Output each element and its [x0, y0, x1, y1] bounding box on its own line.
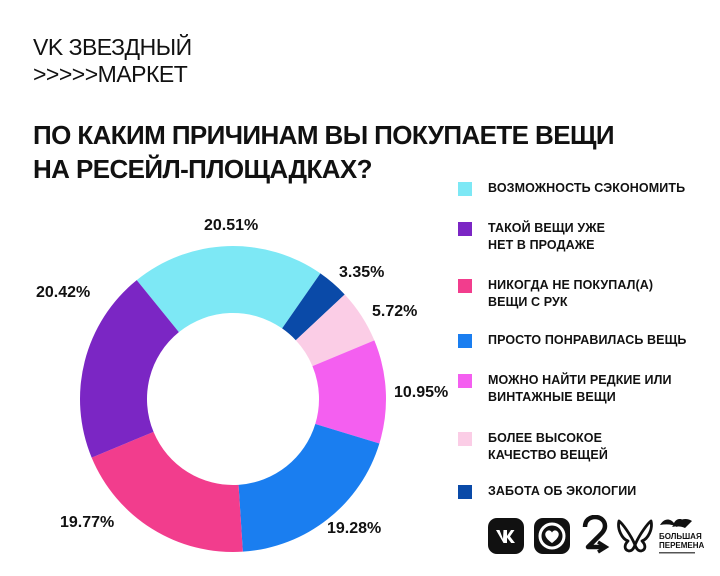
- legend-item: ПРОСТО ПОНРАВИЛАСЬ ВЕЩЬ: [458, 332, 718, 349]
- legend-item: ЗАБОТА ОБ ЭКОЛОГИИ: [458, 483, 718, 500]
- slice-just-liked: [238, 424, 380, 552]
- legend-swatch: [458, 222, 472, 236]
- partner-name-line-1: БОЛЬШАЯ: [659, 532, 702, 541]
- slice-ecology: [282, 273, 345, 341]
- legend-swatch: [458, 182, 472, 196]
- brand-line-1: VK ЗВЕЗДНЫЙ: [33, 34, 192, 60]
- partner-logos: БОЛЬШАЯ ПЕРЕМЕНА: [488, 515, 712, 559]
- pct-label-quality: 5.72%: [372, 303, 418, 320]
- legend-swatch: [458, 279, 472, 293]
- pct-label-ecology: 3.35%: [339, 264, 385, 281]
- legend-swatch: [458, 485, 472, 499]
- legend-swatch: [458, 374, 472, 388]
- brand-line-2: >>>>>МАРКЕТ: [33, 61, 188, 87]
- legend-label: ВОЗМОЖНОСТЬ СЭКОНОМИТЬ: [488, 181, 686, 195]
- page-title: ПО КАКИМ ПРИЧИНАМ ВЫ ПОКУПАЕТЕ ВЕЩИ НА Р…: [33, 118, 615, 186]
- pct-label-just-liked: 19.28%: [327, 520, 382, 537]
- partner-name-line-2: ПЕРЕМЕНА: [659, 541, 705, 550]
- slice-never-bought: [91, 431, 243, 553]
- legend-label: ТАКОЙ ВЕЩИ УЖЕ НЕТ В ПРОДАЖЕ: [488, 221, 606, 252]
- legend-item: БОЛЕЕ ВЫСОКОЕ КАЧЕСТВО ВЕЩЕЙ: [458, 430, 628, 464]
- slice-quality: [295, 294, 375, 367]
- legend-item: ТАКОЙ ВЕЩИ УЖЕ НЕТ В ПРОДАЖЕ: [458, 220, 628, 254]
- pct-label-save-money: 20.51%: [204, 217, 259, 234]
- pct-label-not-on-sale: 20.42%: [36, 284, 91, 301]
- number-two-arrow-logo-icon: [582, 515, 610, 554]
- legend-label: БОЛЕЕ ВЫСОКОЕ КАЧЕСТВО ВЕЩЕЙ: [488, 431, 608, 462]
- heart-ring-logo-icon: [534, 518, 570, 554]
- legend-label: ПРОСТО ПОНРАВИЛАСЬ ВЕЩЬ: [488, 333, 687, 347]
- slice-rare-vintage: [312, 340, 387, 444]
- legend-swatch: [458, 334, 472, 348]
- vk-logo-icon: [488, 518, 524, 554]
- pct-label-never-bought: 19.77%: [60, 514, 115, 531]
- slice-save-money: [136, 246, 321, 333]
- pct-label-rare-vintage: 10.95%: [394, 384, 449, 401]
- brand-wordmark: VK ЗВЕЗДНЫЙ >>>>>МАРКЕТ: [33, 34, 192, 88]
- legend-swatch: [458, 432, 472, 446]
- legend-item: НИКОГДА НЕ ПОКУПАЛ(А) ВЕЩИ С РУК: [458, 277, 658, 311]
- legend-label: ЗАБОТА ОБ ЭКОЛОГИИ: [488, 484, 637, 498]
- legend-item: ВОЗМОЖНОСТЬ СЭКОНОМИТЬ: [458, 180, 718, 197]
- bolshaya-peremena-logo-icon: БОЛЬШАЯ ПЕРЕМЕНА: [659, 519, 705, 554]
- title-line-2: НА РЕСЕЙЛ-ПЛОЩАДКАХ?: [33, 154, 373, 184]
- title-line-1: ПО КАКИМ ПРИЧИНАМ ВЫ ПОКУПАЕТЕ ВЕЩИ: [33, 120, 615, 150]
- legend-item: МОЖНО НАЙТИ РЕДКИЕ ИЛИ ВИНТАЖНЫЕ ВЕЩИ: [458, 372, 678, 406]
- legend-label: НИКОГДА НЕ ПОКУПАЛ(А) ВЕЩИ С РУК: [488, 278, 654, 309]
- legend-label: МОЖНО НАЙТИ РЕДКИЕ ИЛИ ВИНТАЖНЫЕ ВЕЩИ: [488, 373, 672, 404]
- butterfly-logo-icon: [617, 519, 653, 553]
- slice-not-on-sale: [80, 280, 179, 458]
